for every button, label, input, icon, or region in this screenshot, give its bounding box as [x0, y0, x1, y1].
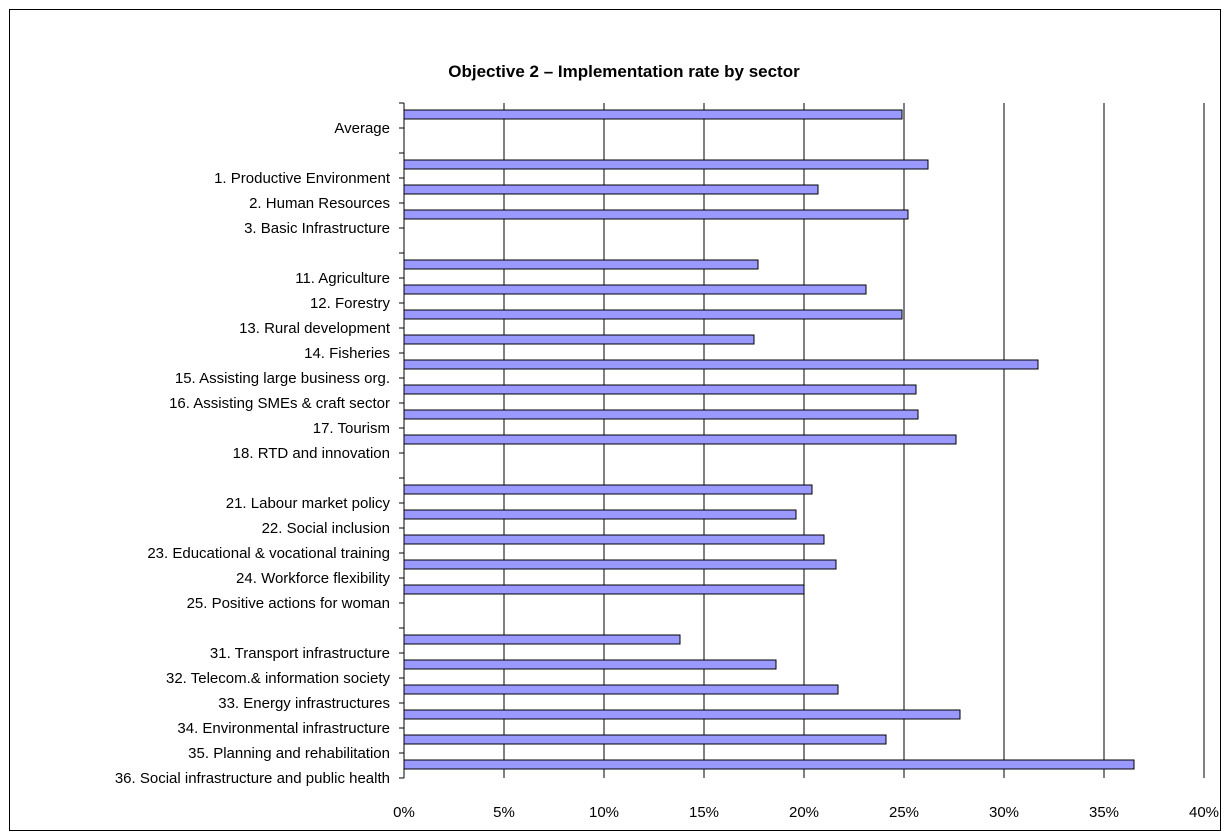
category-label: 22. Social inclusion: [262, 520, 390, 537]
bar: [403, 734, 887, 745]
category-label: 18. RTD and innovation: [233, 445, 390, 462]
bar: [403, 384, 917, 395]
bar: [403, 209, 909, 220]
x-tick-label: 35%: [1089, 804, 1119, 821]
bar: [403, 584, 805, 595]
category-label: 25. Positive actions for woman: [187, 595, 390, 612]
x-tick-label: 5%: [493, 804, 515, 821]
bar: [403, 634, 681, 645]
bar: [403, 759, 1135, 770]
category-label: 24. Workforce flexibility: [236, 570, 390, 587]
x-tick-label: 10%: [589, 804, 619, 821]
category-label: 21. Labour market policy: [226, 495, 391, 512]
category-label: 11. Agriculture: [295, 270, 390, 287]
x-tick-label: 40%: [1189, 804, 1219, 821]
category-label: 23. Educational & vocational training: [147, 545, 390, 562]
bar: [403, 484, 813, 495]
category-label: 35. Planning and rehabilitation: [188, 745, 390, 762]
bar: [403, 434, 957, 445]
bar: [403, 534, 825, 545]
category-label: 3. Basic Infrastructure: [244, 220, 390, 237]
bar: [403, 259, 759, 270]
bar: [403, 184, 819, 195]
bar: [403, 684, 839, 695]
x-tick-label: 0%: [393, 804, 415, 821]
x-tick-label: 20%: [789, 804, 819, 821]
category-label: 36. Social infrastructure and public hea…: [115, 770, 390, 787]
category-label: 2. Human Resources: [249, 195, 390, 212]
category-label: 17. Tourism: [313, 420, 390, 437]
category-label: 12. Forestry: [310, 295, 391, 312]
bar: [403, 359, 1039, 370]
bar: [403, 159, 929, 170]
x-tick-label: 25%: [889, 804, 919, 821]
bar: [403, 334, 755, 345]
x-tick-label: 30%: [989, 804, 1019, 821]
category-label: 15. Assisting large business org.: [175, 370, 390, 387]
category-label: 14. Fisheries: [304, 345, 390, 362]
bar: [403, 509, 797, 520]
category-label: 31. Transport infrastructure: [210, 645, 390, 662]
x-tick-label: 15%: [689, 804, 719, 821]
bar: [403, 559, 837, 570]
x-tick-labels: 0% 5% 10% 15% 20% 25% 30% 35% 40%: [393, 804, 1219, 821]
bar: [403, 309, 903, 320]
bar: [403, 709, 961, 720]
bar: [403, 409, 919, 420]
bars: [403, 109, 1135, 770]
axes: [399, 102, 405, 779]
category-label: 32. Telecom.& information society: [166, 670, 390, 687]
category-label: 1. Productive Environment: [214, 170, 391, 187]
category-label: Average: [334, 120, 390, 137]
category-labels: Average 1. Productive Environment 2. Human…: [115, 120, 391, 787]
bar: [403, 109, 903, 120]
bar: [403, 284, 867, 295]
category-label: 34. Environmental infrastructure: [177, 720, 390, 737]
category-label: 13. Rural development: [239, 320, 391, 337]
category-label: 16. Assisting SMEs & craft sector: [169, 395, 390, 412]
bar: [403, 659, 777, 670]
chart-title: Objective 2 – Implementation rate by sec…: [448, 62, 800, 81]
category-label: 33. Energy infrastructures: [218, 695, 390, 712]
